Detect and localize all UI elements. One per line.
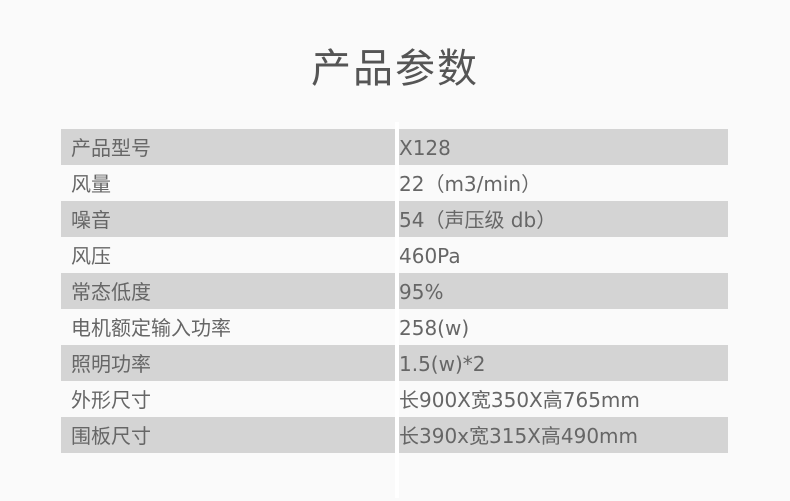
spec-label: 风压 xyxy=(71,244,111,268)
spec-value: 1.5(w)*2 xyxy=(399,345,728,381)
spec-value: 长900X宽350X高765mm xyxy=(399,388,640,412)
page-title: 产品参数 xyxy=(311,46,479,92)
spec-value: 54（声压级 db） xyxy=(399,201,728,237)
spec-value: X128 xyxy=(399,129,728,165)
spec-label: 常态低度 xyxy=(61,273,395,309)
spec-label: 电机额定输入功率 xyxy=(71,316,231,340)
table-row: 风压 460Pa xyxy=(61,237,728,273)
spec-table: 产品型号 X128 风量 22（m3/min） 噪音 54（声压级 db） 风压 460Pa 常… xyxy=(61,129,728,453)
table-row: 外形尺寸 长900X宽350X高765mm xyxy=(61,381,728,417)
spec-label: 照明功率 xyxy=(61,345,395,381)
spec-value: 长390x宽315X高490mm xyxy=(399,417,728,453)
spec-label: 产品型号 xyxy=(61,129,395,165)
table-row: 常态低度 95% xyxy=(61,273,728,309)
spec-label: 围板尺寸 xyxy=(61,417,395,453)
spec-label: 外形尺寸 xyxy=(71,388,151,412)
spec-value: 95% xyxy=(399,273,728,309)
spec-value: 460Pa xyxy=(399,244,461,268)
table-row: 围板尺寸 长390x宽315X高490mm xyxy=(61,417,728,453)
spec-label: 风量 xyxy=(71,172,111,196)
spec-value: 258(w) xyxy=(399,316,470,340)
table-row: 风量 22（m3/min） xyxy=(61,165,728,201)
table-row: 照明功率 1.5(w)*2 xyxy=(61,345,728,381)
table-row: 电机额定输入功率 258(w) xyxy=(61,309,728,345)
spec-label: 噪音 xyxy=(61,201,395,237)
table-row: 产品型号 X128 xyxy=(61,129,728,165)
table-row: 噪音 54（声压级 db） xyxy=(61,201,728,237)
column-divider xyxy=(395,122,399,498)
spec-value: 22（m3/min） xyxy=(399,172,542,196)
